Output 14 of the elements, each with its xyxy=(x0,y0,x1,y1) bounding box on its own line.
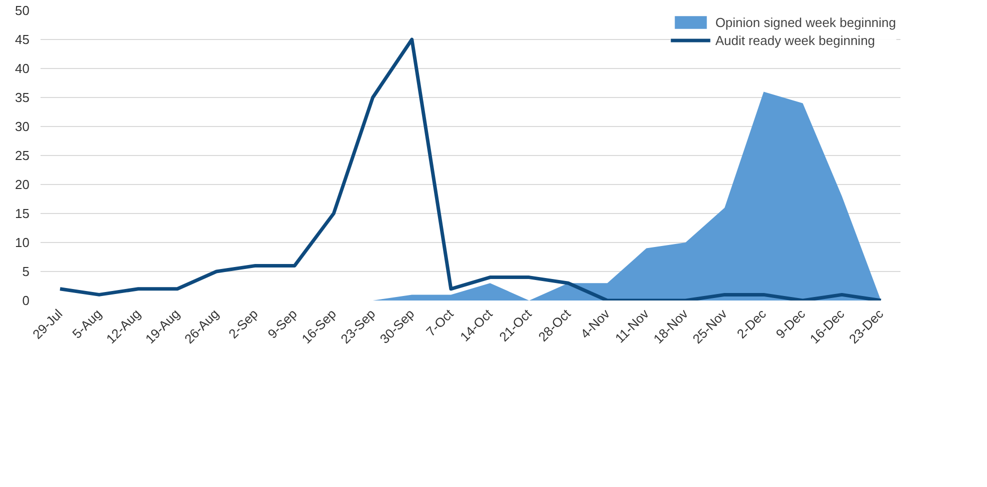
y-tick-label: 40 xyxy=(15,61,30,76)
y-tick-label: 35 xyxy=(15,90,30,105)
y-tick-label: 5 xyxy=(22,264,30,279)
y-tick-label: 25 xyxy=(15,148,30,163)
y-tick-label: 50 xyxy=(15,3,30,18)
legend-label: Opinion signed week beginning xyxy=(715,14,896,30)
y-tick-label: 0 xyxy=(22,293,30,308)
line-series xyxy=(58,38,883,300)
y-tick-label: 20 xyxy=(15,177,30,192)
y-tick-label: 15 xyxy=(15,206,30,221)
y-tick-label: 30 xyxy=(15,119,30,134)
y-tick-label: 45 xyxy=(15,32,30,47)
y-tick-label: 10 xyxy=(15,235,30,250)
legend-label: Audit ready week beginning xyxy=(715,32,876,48)
